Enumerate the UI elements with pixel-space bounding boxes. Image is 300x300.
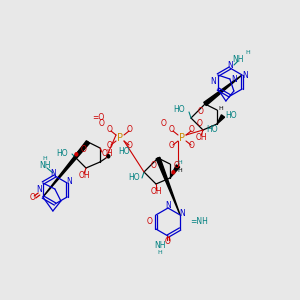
Text: N: N <box>165 202 171 211</box>
Text: HO: HO <box>118 148 130 157</box>
Text: O: O <box>165 238 171 247</box>
Text: HO: HO <box>173 106 185 115</box>
Text: O: O <box>99 119 105 128</box>
Text: OH: OH <box>78 172 90 181</box>
Text: ●: ● <box>74 152 78 157</box>
Text: O: O <box>147 218 153 226</box>
Text: O: O <box>81 146 87 154</box>
Text: O: O <box>30 194 36 202</box>
Text: =O: =O <box>92 113 104 122</box>
Text: N: N <box>242 70 248 80</box>
Text: O: O <box>189 142 195 151</box>
Text: H: H <box>43 157 47 161</box>
Text: NH: NH <box>154 242 166 250</box>
Text: O: O <box>127 142 133 151</box>
Text: NH: NH <box>39 161 51 170</box>
Text: N: N <box>227 61 233 70</box>
Text: NH: NH <box>232 56 244 64</box>
Text: O: O <box>161 119 167 128</box>
Text: O: O <box>107 142 113 151</box>
Text: ●: ● <box>106 154 110 158</box>
Text: OH: OH <box>195 134 207 142</box>
Polygon shape <box>170 165 180 178</box>
Polygon shape <box>43 141 89 197</box>
Text: O: O <box>169 142 175 151</box>
Text: P: P <box>117 133 123 143</box>
Text: H: H <box>246 50 250 55</box>
Polygon shape <box>217 115 225 124</box>
Text: OH: OH <box>150 188 162 196</box>
Text: O: O <box>197 119 203 128</box>
Text: O: O <box>198 107 204 116</box>
Text: N: N <box>231 74 237 83</box>
Text: N: N <box>36 185 42 194</box>
Text: HO: HO <box>225 112 237 121</box>
Text: H: H <box>158 250 162 256</box>
Polygon shape <box>156 157 180 215</box>
Text: O: O <box>127 125 133 134</box>
Text: OH: OH <box>102 149 114 158</box>
Text: N: N <box>179 208 185 217</box>
Text: N: N <box>210 77 216 86</box>
Text: O: O <box>189 125 195 134</box>
Text: =NH: =NH <box>190 218 208 226</box>
Text: H: H <box>178 167 182 172</box>
Text: H: H <box>219 106 224 110</box>
Text: O: O <box>169 125 175 134</box>
Text: O: O <box>174 161 180 170</box>
Text: O: O <box>107 125 113 134</box>
Text: HO: HO <box>206 125 218 134</box>
Text: H: H <box>178 160 182 164</box>
Text: N: N <box>50 169 56 178</box>
Text: O: O <box>151 161 157 170</box>
Text: HO: HO <box>56 149 68 158</box>
Text: N: N <box>66 176 72 185</box>
Polygon shape <box>204 75 242 106</box>
Text: HO: HO <box>128 173 140 182</box>
Text: P: P <box>179 133 185 143</box>
Text: ●: ● <box>171 169 176 175</box>
